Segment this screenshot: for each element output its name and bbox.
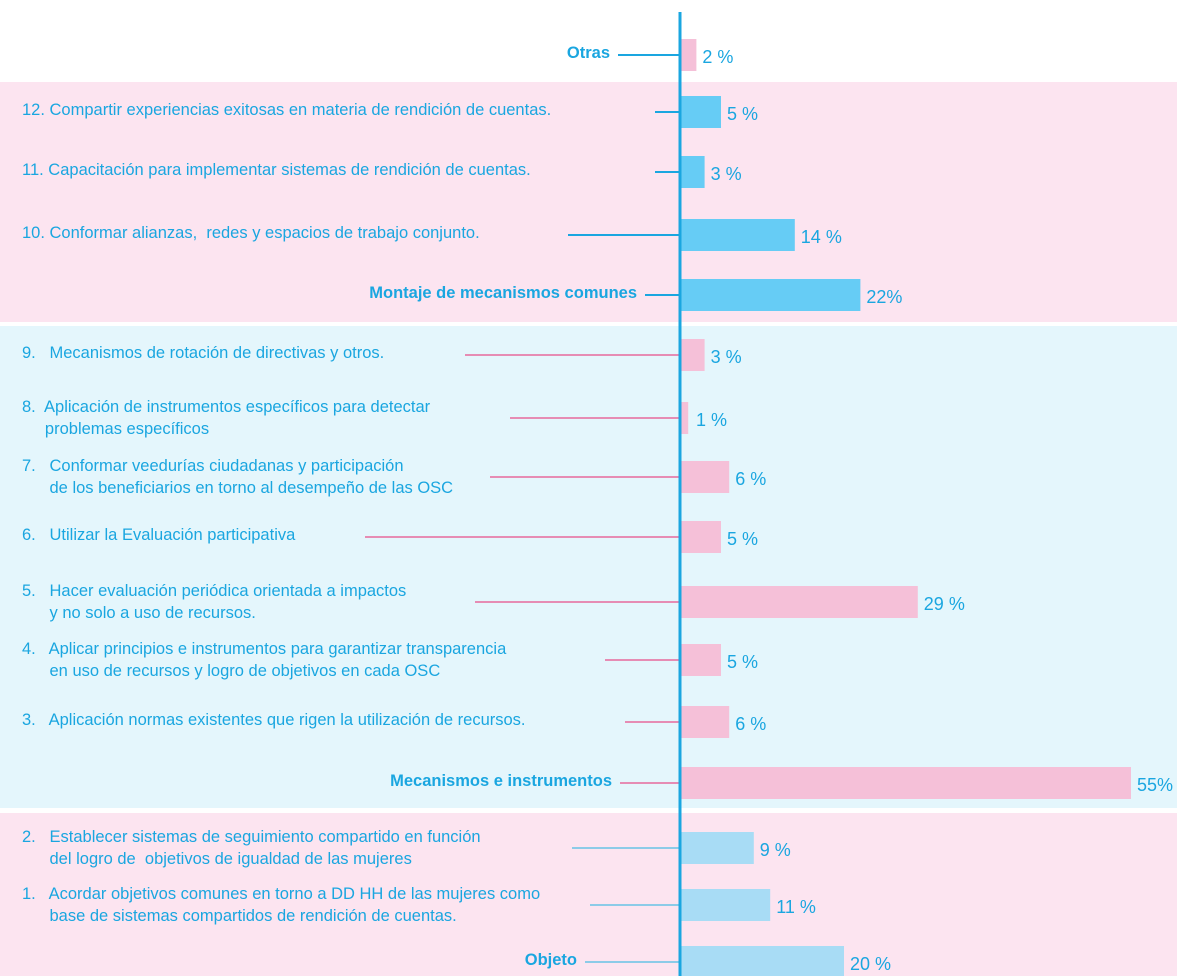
category-label: 5. Hacer evaluación periódica orientada … — [22, 582, 407, 622]
category-label: 9. Mecanismos de rotación de directivas … — [22, 344, 385, 362]
value-label: 5 % — [727, 652, 758, 672]
value-label: 14 % — [801, 227, 842, 247]
value-label: 5 % — [727, 529, 758, 549]
category-label: 8. Aplicación de instrumentos específico… — [22, 398, 431, 438]
category-label: 2. Establecer sistemas de seguimiento co… — [22, 828, 481, 868]
category-label: 11. Capacitación para implementar sistem… — [22, 161, 531, 179]
category-label: 6. Utilizar la Evaluación participativa — [22, 526, 296, 544]
category-label: Objeto — [524, 951, 577, 969]
bar — [680, 402, 689, 434]
category-label: 12. Compartir experiencias exitosas en m… — [22, 101, 552, 119]
category-label: 3. Aplicación normas existentes que rige… — [22, 711, 526, 729]
band — [0, 82, 1177, 322]
value-label: 29 % — [924, 594, 965, 614]
category-label: Mecanismos e instrumentos — [390, 772, 612, 790]
bar — [680, 39, 697, 71]
value-label: 20 % — [850, 954, 891, 974]
value-label: 55% — [1137, 775, 1173, 795]
value-label: 6 % — [735, 714, 766, 734]
bar — [680, 156, 705, 188]
value-label: 22% — [866, 287, 902, 307]
value-label: 1 % — [696, 410, 727, 430]
band — [0, 813, 1177, 976]
value-label: 11 % — [776, 897, 816, 917]
value-label: 9 % — [760, 840, 791, 860]
value-label: 3 % — [711, 164, 742, 184]
value-label: 3 % — [711, 347, 742, 367]
bar — [680, 339, 705, 371]
category-label: 1. Acordar objetivos comunes en torno a … — [22, 885, 541, 925]
bar — [680, 644, 721, 676]
value-label: 5 % — [727, 104, 758, 124]
value-label: 2 % — [702, 47, 733, 67]
bar — [680, 832, 754, 864]
category-label: 4. Aplicar principios e instrumentos par… — [22, 640, 507, 680]
bar — [680, 521, 721, 553]
bar — [680, 219, 795, 251]
bar — [680, 889, 771, 921]
category-label: Montaje de mecanismos comunes — [369, 284, 637, 302]
bar — [680, 586, 918, 618]
bar — [680, 946, 844, 976]
band — [0, 326, 1177, 808]
bar — [680, 706, 730, 738]
category-label: 7. Conformar veedurías ciudadanas y part… — [22, 457, 454, 497]
bar — [680, 279, 861, 311]
bar — [680, 461, 730, 493]
category-label: Otras — [566, 44, 610, 62]
value-label: 6 % — [735, 469, 766, 489]
bar — [680, 96, 721, 128]
bar — [680, 767, 1131, 799]
category-label: 10. Conformar alianzas, redes y espacios… — [22, 224, 480, 242]
